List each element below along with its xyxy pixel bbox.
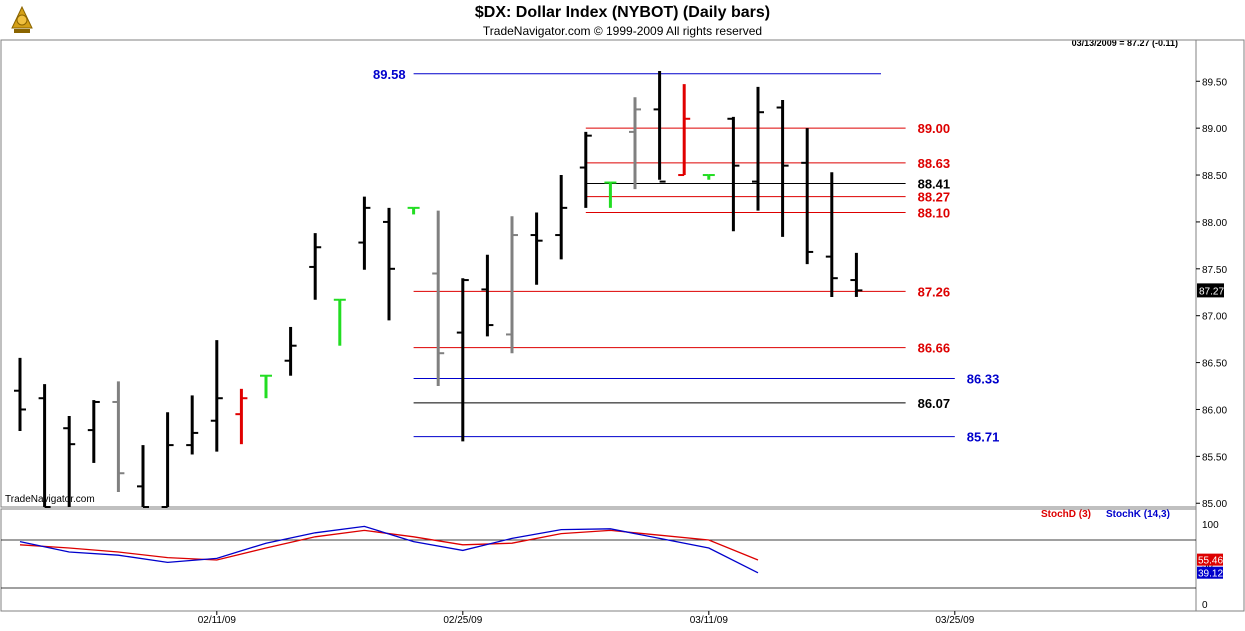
- stoch-y-tick-label: 100: [1202, 520, 1219, 531]
- level-label: 88.41: [918, 176, 951, 191]
- last-price-label: 87.27: [1199, 286, 1224, 297]
- stoch-k-last-label: 39.12: [1198, 569, 1223, 580]
- y-axis-strip: [1195, 39, 1245, 612]
- level-label: 88.10: [918, 206, 951, 221]
- stoch-y-tick-label: 0: [1202, 600, 1208, 611]
- trade-navigator-logo: [6, 4, 38, 36]
- x-tick-label: 03/25/09: [935, 615, 974, 626]
- y-tick-label: 87.50: [1202, 265, 1227, 276]
- stoch-k-legend: StochK (14,3): [1106, 509, 1170, 520]
- last-price-info: 03/13/2009 = 87.27 (-0.11): [1071, 38, 1178, 48]
- ohlc-bars: [14, 70, 863, 508]
- watermark: TradeNavigator.com: [5, 494, 95, 505]
- stoch-d-last-box: [1197, 553, 1223, 566]
- x-tick-label: 02/25/09: [443, 615, 482, 626]
- x-tick-label: 02/11/09: [198, 615, 237, 626]
- level-label: 86.33: [967, 372, 1000, 387]
- y-tick-label: 89.00: [1202, 124, 1227, 135]
- stoch-d-legend: StochD (3): [1041, 509, 1091, 520]
- x-tick-label: 03/11/09: [690, 615, 729, 626]
- level-label: 88.27: [918, 190, 951, 205]
- stoch-k-line: [19, 525, 759, 574]
- chart-title: $DX: Dollar Index (NYBOT) (Daily bars): [474, 4, 771, 21]
- level-label: 85.71: [967, 430, 1000, 445]
- y-tick-label: 85.00: [1202, 499, 1227, 510]
- y-tick-label: 89.50: [1202, 77, 1227, 88]
- y-tick-label: 88.50: [1202, 171, 1227, 182]
- y-tick-label: 86.50: [1202, 359, 1227, 370]
- stochastic-panel-border: [0, 508, 1197, 612]
- level-label: 86.66: [918, 341, 951, 356]
- y-tick-label: 87.00: [1202, 312, 1227, 323]
- stoch-d-last-label: 55.46: [1198, 556, 1223, 567]
- level-label: 86.07: [918, 396, 951, 411]
- y-tick-label: 88.00: [1202, 218, 1227, 229]
- y-tick-label: 86.00: [1202, 405, 1227, 416]
- y-axis-ticks: 89.50 89.00 88.50 88.00 87.50 87.00 86.50 86.00…: [1196, 77, 1227, 510]
- stoch-d-line: [19, 529, 759, 561]
- stoch-k-last-box: [1197, 566, 1223, 579]
- sextant-icon: [11, 5, 33, 33]
- chart-subtitle: TradeNavigator.com © 1999-2009 All right…: [482, 24, 763, 38]
- level-label: 88.63: [918, 156, 951, 171]
- last-price-box: [1197, 283, 1224, 298]
- level-label: 89.58: [373, 67, 406, 82]
- level-label: 89.00: [918, 121, 951, 136]
- x-axis-ticks: 02/11/09 02/25/09 03/11/09 03/25/09: [198, 611, 975, 626]
- level-label: 87.26: [918, 284, 951, 299]
- y-tick-label: 85.50: [1202, 452, 1227, 463]
